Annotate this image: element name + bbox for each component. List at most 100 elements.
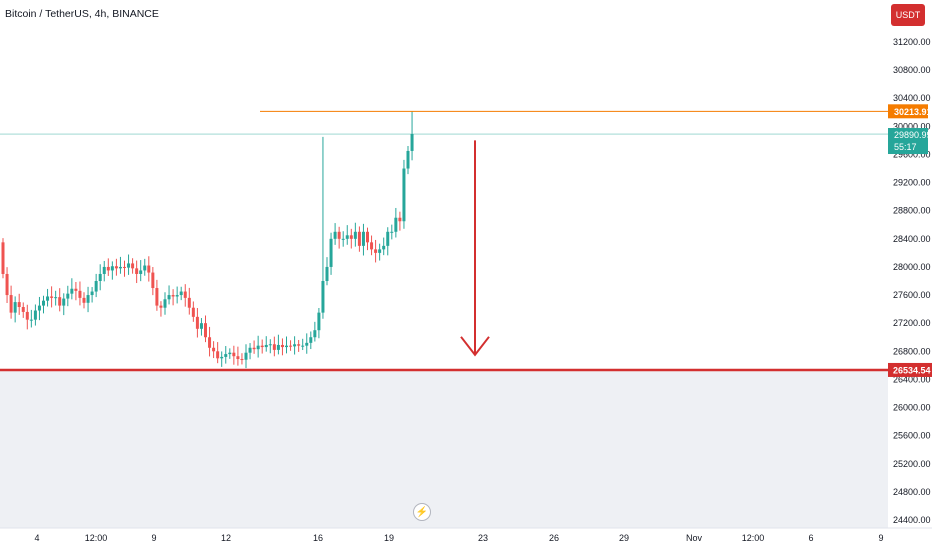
candle (366, 231, 369, 243)
x-tick-label: 12 (221, 533, 231, 543)
candle (127, 263, 131, 268)
y-tick-label: 28400.00 (893, 234, 931, 244)
candle (390, 231, 394, 233)
resistance-price-label: 30213.91 (894, 107, 932, 117)
x-tick-label: 4 (34, 533, 39, 543)
y-tick-label: 29600.00 (893, 149, 931, 159)
candle (110, 266, 114, 271)
candle (135, 268, 139, 274)
x-tick-label: 6 (808, 533, 813, 543)
candle (264, 344, 268, 348)
candle (345, 235, 349, 239)
candle (260, 345, 264, 348)
support-price-label: 26534.54 (893, 365, 931, 375)
x-tick-label: 26 (549, 533, 559, 543)
candle (212, 347, 216, 352)
y-tick-label: 25200.00 (893, 459, 931, 469)
candle (276, 344, 280, 350)
candle (78, 290, 82, 298)
candle (386, 231, 390, 246)
candle (29, 319, 33, 321)
tradingview-lightning-icon[interactable]: ⚡ (413, 503, 431, 521)
y-tick-label: 25600.00 (893, 431, 931, 441)
candle (216, 351, 220, 359)
candle (171, 295, 175, 297)
candle (25, 311, 29, 320)
y-tick-label: 24800.00 (893, 487, 931, 497)
candle (33, 310, 37, 320)
candle (143, 265, 147, 271)
y-tick-label: 26400.00 (893, 374, 931, 384)
x-tick-label: Nov (686, 533, 703, 543)
candle (321, 281, 325, 313)
x-tick-label: 19 (384, 533, 394, 543)
candle (402, 168, 406, 222)
candle (151, 272, 155, 289)
currency-button[interactable]: USDT (891, 4, 925, 26)
candle (17, 302, 21, 308)
candle (220, 356, 224, 359)
candle (66, 293, 70, 299)
y-tick-label: 30000.00 (893, 121, 931, 131)
candle (378, 249, 382, 253)
candle (236, 356, 240, 360)
candle (370, 242, 374, 250)
resistance-price-tag (888, 104, 928, 119)
candle (357, 231, 361, 246)
candle (191, 307, 195, 317)
candle (374, 249, 378, 253)
chart-title: Bitcoin / TetherUS, 4h, BINANCE (5, 8, 159, 20)
y-tick-label: 27200.00 (893, 318, 931, 328)
y-tick-label: 24400.00 (893, 515, 931, 525)
y-tick-label: 30800.00 (893, 65, 931, 75)
candle (114, 266, 118, 269)
candle (50, 296, 54, 298)
candle (232, 352, 236, 357)
candle (410, 134, 414, 151)
candle (325, 266, 329, 281)
y-tick-label: 28000.00 (893, 262, 931, 272)
candle (398, 217, 402, 222)
candle (82, 297, 86, 303)
candle (98, 273, 102, 281)
candle (106, 266, 110, 271)
candle (42, 300, 45, 306)
candle (90, 291, 94, 296)
price-axis (888, 0, 932, 550)
candle (195, 316, 199, 329)
candle (46, 296, 50, 301)
candle (123, 266, 126, 268)
x-tick-label: 23 (478, 533, 488, 543)
candle (62, 298, 66, 306)
candle (199, 323, 203, 329)
candle (183, 291, 187, 298)
x-tick-label: 9 (878, 533, 883, 543)
candle (155, 288, 159, 306)
candle (175, 295, 179, 297)
y-tick-label: 31200.00 (893, 37, 931, 47)
countdown-label: 55:17 (894, 142, 917, 152)
candle (179, 291, 183, 296)
candle (9, 295, 13, 313)
candle (163, 299, 167, 308)
x-tick-label: 16 (313, 533, 323, 543)
candle (305, 342, 309, 346)
candle (21, 307, 25, 312)
x-tick-label: 29 (619, 533, 629, 543)
x-tick-label: 12:00 (742, 533, 765, 543)
candle (248, 347, 252, 353)
candle (13, 302, 17, 313)
x-tick-label: 12:00 (85, 533, 108, 543)
candle (349, 235, 353, 239)
candle (394, 217, 398, 232)
candle (118, 266, 122, 269)
candle (301, 345, 305, 347)
y-tick-label: 29200.00 (893, 178, 931, 188)
candle (224, 354, 228, 357)
candle (297, 344, 301, 346)
candle (406, 150, 410, 169)
candle (37, 305, 41, 311)
candle (361, 231, 365, 246)
candle (341, 238, 345, 240)
